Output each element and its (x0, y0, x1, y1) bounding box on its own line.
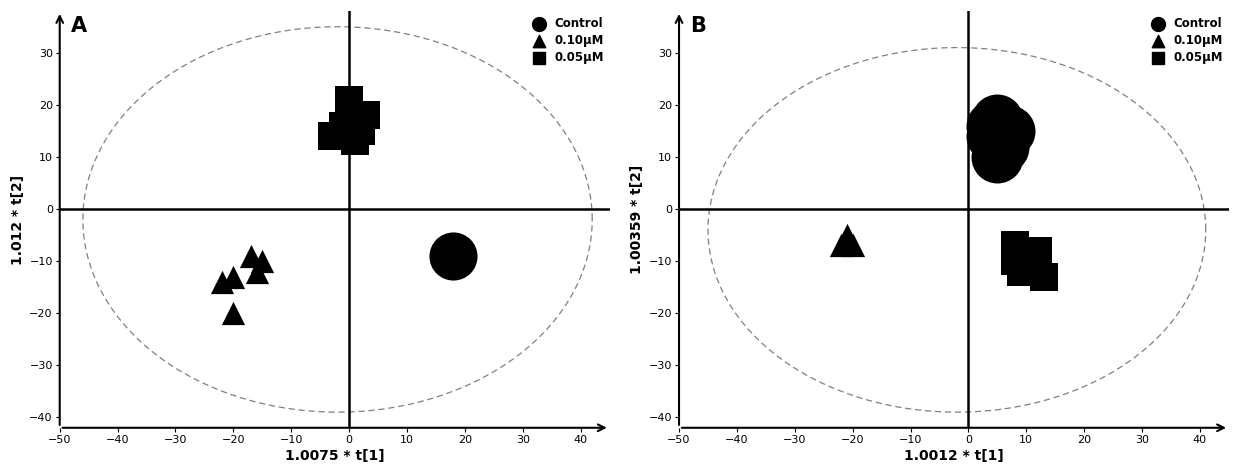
Text: A: A (71, 16, 88, 36)
Point (831, 242, 851, 249)
Point (982, 132, 1002, 140)
Point (345, 137, 365, 145)
Point (247, 268, 267, 275)
Point (357, 111, 377, 119)
Legend: Control, 0.10μM, 0.05μM: Control, 0.10μM, 0.05μM (1146, 17, 1223, 64)
Point (999, 127, 1019, 135)
Point (351, 127, 371, 135)
Legend: Control, 0.10μM, 0.05μM: Control, 0.10μM, 0.05μM (527, 17, 604, 64)
Point (993, 137, 1013, 145)
Point (334, 122, 353, 129)
Text: B: B (691, 16, 707, 36)
X-axis label: 1.0012 * t[1]: 1.0012 * t[1] (904, 449, 1004, 463)
Point (1004, 242, 1024, 249)
Point (1028, 247, 1048, 255)
Point (1011, 268, 1030, 275)
Point (340, 96, 360, 103)
Point (982, 122, 1002, 129)
X-axis label: 1.0075 * t[1]: 1.0075 * t[1] (285, 449, 384, 463)
Point (993, 143, 1013, 150)
Y-axis label: 1.00359 * t[2]: 1.00359 * t[2] (630, 165, 645, 274)
Point (987, 117, 1007, 124)
Point (223, 310, 243, 317)
Point (837, 231, 857, 239)
Point (241, 252, 260, 260)
Point (444, 252, 464, 260)
Y-axis label: 1.012 * t[2]: 1.012 * t[2] (11, 174, 25, 264)
Point (987, 153, 1007, 161)
Point (223, 273, 243, 281)
Point (843, 242, 863, 249)
Point (1034, 273, 1054, 281)
Point (212, 278, 232, 286)
Point (322, 132, 342, 140)
Point (1028, 263, 1048, 270)
Point (1004, 257, 1024, 265)
Point (253, 257, 273, 265)
